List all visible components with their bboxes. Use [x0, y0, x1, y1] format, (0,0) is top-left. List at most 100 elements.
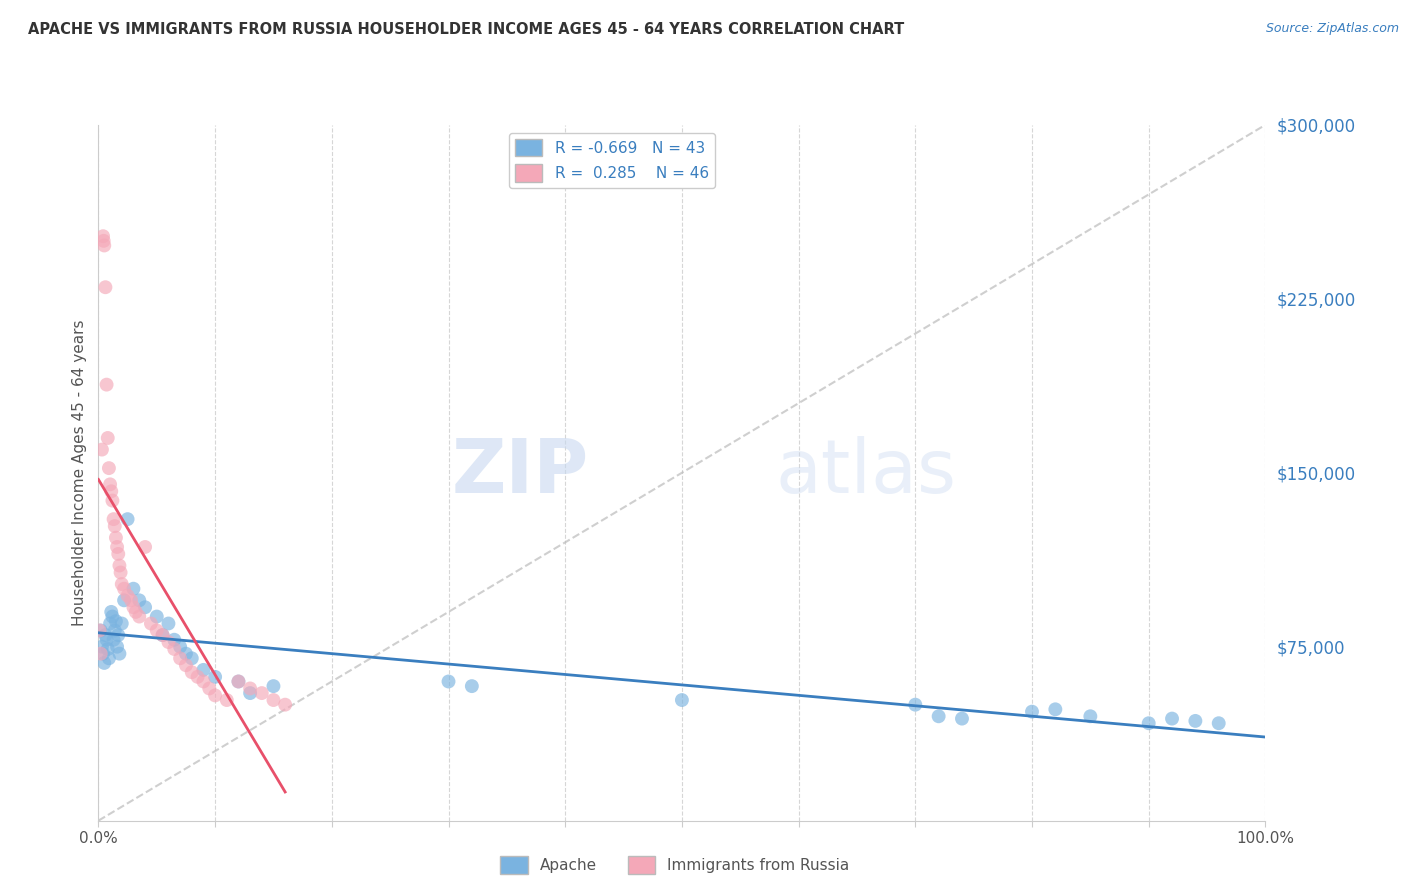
Point — [228, 674, 250, 689]
Point — [950, 712, 973, 726]
Point — [204, 689, 226, 703]
Point — [107, 547, 129, 561]
Point — [90, 647, 112, 661]
Point — [146, 609, 169, 624]
Point — [157, 616, 180, 631]
Point — [96, 632, 118, 647]
Point — [193, 663, 215, 677]
Point — [146, 624, 169, 638]
Point — [100, 605, 122, 619]
Point — [139, 616, 162, 631]
Point — [97, 642, 120, 657]
Point — [117, 512, 139, 526]
Point — [228, 674, 250, 689]
Y-axis label: Householder Income Ages 45 - 64 years: Householder Income Ages 45 - 64 years — [72, 319, 87, 626]
Point — [169, 651, 191, 665]
Point — [93, 238, 115, 252]
Point — [134, 600, 156, 615]
Point — [204, 670, 226, 684]
Point — [104, 624, 127, 638]
Text: atlas: atlas — [775, 436, 956, 509]
Point — [239, 681, 262, 696]
Point — [1021, 705, 1043, 719]
Point — [108, 647, 131, 661]
Point — [97, 651, 120, 665]
Point — [274, 698, 297, 712]
Point — [105, 640, 128, 654]
Point — [89, 624, 111, 638]
Point — [1208, 716, 1230, 731]
Point — [103, 512, 125, 526]
Point — [93, 234, 115, 248]
Point — [125, 605, 148, 619]
Point — [262, 679, 284, 693]
Point — [671, 693, 693, 707]
Legend: Apache, Immigrants from Russia: Apache, Immigrants from Russia — [494, 850, 856, 880]
Point — [101, 609, 124, 624]
Point — [104, 519, 127, 533]
Point — [90, 442, 112, 457]
Point — [174, 647, 197, 661]
Point — [250, 686, 273, 700]
Point — [94, 280, 117, 294]
Point — [104, 531, 127, 545]
Point — [134, 540, 156, 554]
Point — [1161, 712, 1184, 726]
Point — [93, 656, 115, 670]
Point — [198, 681, 221, 696]
Point — [163, 642, 186, 657]
Point — [98, 616, 121, 631]
Point — [112, 593, 135, 607]
Point — [107, 628, 129, 642]
Point — [122, 582, 145, 596]
Point — [108, 558, 131, 573]
Point — [90, 624, 112, 638]
Point — [101, 493, 124, 508]
Point — [163, 632, 186, 647]
Point — [904, 698, 927, 712]
Point — [128, 593, 150, 607]
Point — [169, 640, 191, 654]
Point — [461, 679, 484, 693]
Point — [111, 577, 134, 591]
Point — [98, 477, 121, 491]
Point — [157, 635, 180, 649]
Point — [193, 674, 215, 689]
Point — [437, 674, 460, 689]
Point — [91, 647, 114, 661]
Point — [110, 566, 132, 580]
Point — [215, 693, 238, 707]
Point — [105, 540, 128, 554]
Point — [91, 229, 114, 244]
Point — [112, 582, 135, 596]
Point — [90, 640, 112, 654]
Point — [180, 651, 202, 665]
Point — [262, 693, 284, 707]
Text: APACHE VS IMMIGRANTS FROM RUSSIA HOUSEHOLDER INCOME AGES 45 - 64 YEARS CORRELATI: APACHE VS IMMIGRANTS FROM RUSSIA HOUSEHO… — [28, 22, 904, 37]
Point — [97, 461, 120, 475]
Point — [1080, 709, 1102, 723]
Point — [103, 632, 125, 647]
Text: Source: ZipAtlas.com: Source: ZipAtlas.com — [1265, 22, 1399, 36]
Point — [180, 665, 202, 680]
Point — [120, 593, 142, 607]
Point — [174, 658, 197, 673]
Point — [128, 609, 150, 624]
Point — [122, 600, 145, 615]
Point — [96, 377, 118, 392]
Point — [1045, 702, 1067, 716]
Point — [111, 616, 134, 631]
Point — [239, 686, 262, 700]
Point — [104, 614, 127, 628]
Point — [152, 628, 174, 642]
Point — [1137, 716, 1160, 731]
Legend: R = -0.669   N = 43, R =  0.285    N = 46: R = -0.669 N = 43, R = 0.285 N = 46 — [509, 133, 714, 187]
Point — [117, 589, 139, 603]
Point — [100, 484, 122, 499]
Point — [187, 670, 209, 684]
Point — [1184, 714, 1206, 728]
Point — [97, 431, 120, 445]
Point — [152, 628, 174, 642]
Point — [94, 628, 117, 642]
Point — [928, 709, 950, 723]
